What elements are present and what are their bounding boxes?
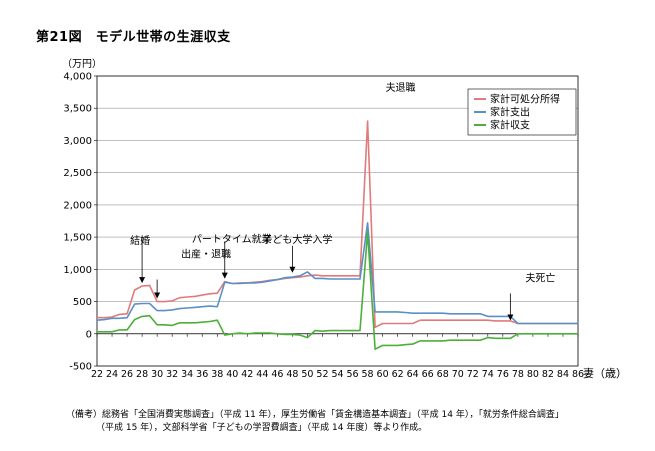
x-tick-label: 64 xyxy=(407,369,419,380)
y-tick-label: 500 xyxy=(73,297,92,308)
x-tick-label: 60 xyxy=(377,369,389,380)
annotation-label: 結婚 xyxy=(130,234,150,247)
annotation-label: パートタイム就業 xyxy=(192,233,272,246)
annotation-arrowhead xyxy=(289,266,296,273)
x-tick-label: 48 xyxy=(286,369,298,380)
y-axis-ticks: -500 0 500 1,000 1,500 2,000 2,500 3,000 3,500 4,… xyxy=(63,72,97,373)
x-tick-label: 50 xyxy=(301,369,313,380)
series-line-1 xyxy=(97,120,578,329)
x-tick-label: 80 xyxy=(527,369,539,380)
annotation-arrowhead xyxy=(154,292,161,299)
annotation-arrowhead xyxy=(139,277,146,284)
x-tick-label: 44 xyxy=(256,369,268,380)
y-tick-label: 3,000 xyxy=(63,136,92,147)
y-tick-label: 3,500 xyxy=(63,104,92,115)
y-tick-label: 0 xyxy=(86,329,92,340)
x-tick-label: 78 xyxy=(512,369,524,380)
y-tick-label: 4,000 xyxy=(63,72,92,83)
annotation-arrowhead xyxy=(221,272,228,279)
legend-label: 家計収支 xyxy=(490,119,530,132)
x-tick-label: 36 xyxy=(196,369,208,380)
annotation-label: 子ども大学入学 xyxy=(262,233,332,246)
x-axis-ticks: 22 24 26 28 30 32 34 36 38 40 42 44 46 48 50 52 54 56 58 60… xyxy=(91,333,584,380)
grid-lines xyxy=(97,107,578,335)
x-tick-label: 84 xyxy=(557,369,569,380)
x-tick-label: 86 xyxy=(572,369,584,380)
annotation-label: 夫死亡 xyxy=(525,271,555,284)
annotation-label: 出産・退職 xyxy=(181,248,231,261)
source-note-line-2: （平成 15 年），文部科学省「子どもの学習費調査」（平成 14 年度）等より作… xyxy=(96,423,428,433)
x-tick-label: 30 xyxy=(151,369,163,380)
x-tick-label: 40 xyxy=(226,369,238,380)
legend-label: 家計支出 xyxy=(490,106,530,119)
x-tick-label: 24 xyxy=(106,369,118,380)
x-tick-label: 32 xyxy=(166,369,178,380)
x-tick-label: 68 xyxy=(437,369,449,380)
x-tick-label: 54 xyxy=(331,369,343,380)
plot-frame xyxy=(96,75,579,367)
series-line-2 xyxy=(96,222,578,325)
x-tick-label: 46 xyxy=(271,369,283,380)
y-tick-label: 2,000 xyxy=(63,200,92,211)
x-axis-label: 妻（歳） xyxy=(583,367,627,380)
y-tick-label: 2,500 xyxy=(63,168,92,179)
y-tick-label: 1,000 xyxy=(63,265,92,276)
x-tick-label: 58 xyxy=(362,369,374,380)
x-tick-label: 26 xyxy=(121,369,133,380)
x-tick-label: 28 xyxy=(136,369,148,380)
y-tick-label: -500 xyxy=(69,362,92,373)
series-group xyxy=(96,120,578,351)
x-tick-label: 76 xyxy=(497,369,509,380)
x-tick-label: 62 xyxy=(392,369,404,380)
source-note-line-1: （備考）総務省「全国消費実態調査」（平成 11 年），厚生労働省「賃金構造基本調… xyxy=(66,410,564,420)
x-tick-label: 66 xyxy=(422,369,434,380)
x-tick-label: 38 xyxy=(211,369,223,380)
x-tick-label: 82 xyxy=(542,369,554,380)
figure-title: 第21図 モデル世帯の生涯収支 xyxy=(36,30,231,45)
x-tick-label: 22 xyxy=(91,369,103,380)
x-tick-label: 52 xyxy=(316,369,328,380)
y-tick-label: 1,500 xyxy=(63,233,92,244)
x-tick-label: 70 xyxy=(452,369,464,380)
series-line-3 xyxy=(97,231,578,351)
annotation-label: 夫退職 xyxy=(386,82,416,94)
x-tick-label: 56 xyxy=(346,369,358,380)
x-tick-label: 42 xyxy=(241,369,253,380)
source-note: （備考）総務省「全国消費実態調査」（平成 11 年），厚生労働省「賃金構造基本調… xyxy=(66,409,646,435)
x-tick-label: 74 xyxy=(482,369,494,380)
x-tick-label: 34 xyxy=(181,369,193,380)
y-axis-label: （万円） xyxy=(62,58,102,70)
x-tick-label: 72 xyxy=(467,369,479,380)
legend-label: 家計可処分所得 xyxy=(490,93,560,106)
annotation-arrowhead xyxy=(507,314,514,321)
